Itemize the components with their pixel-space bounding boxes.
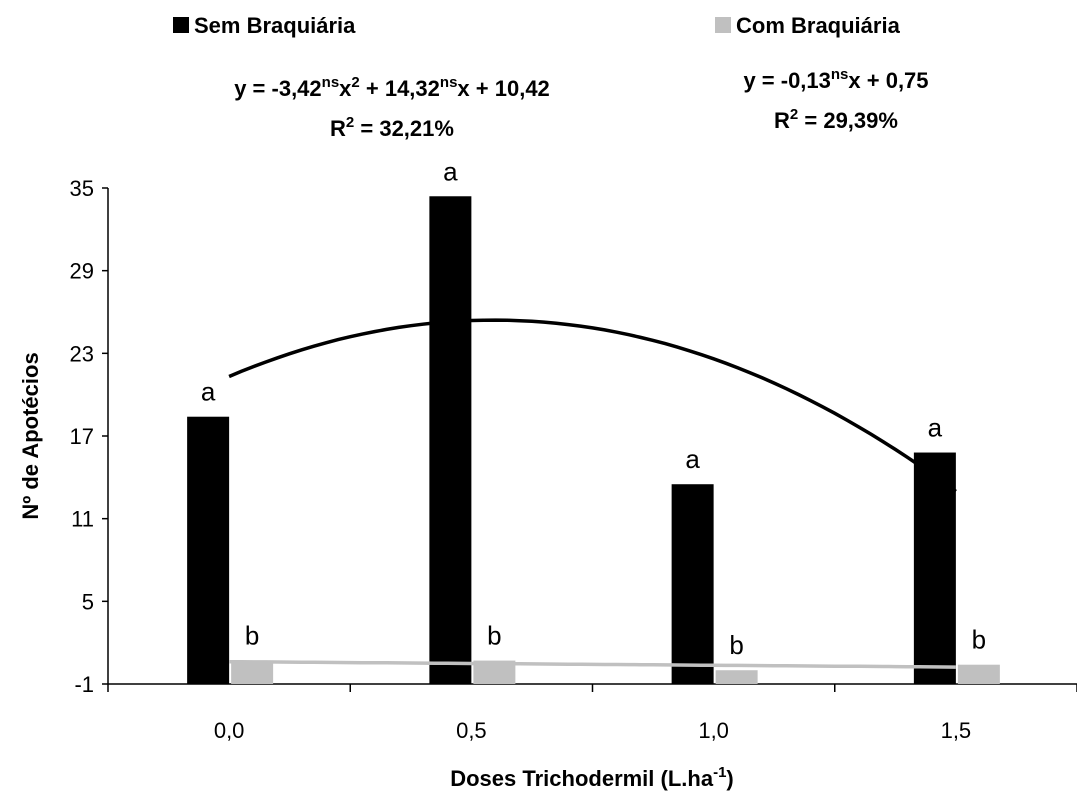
text-part: x + 10,42	[457, 76, 549, 101]
superscript: 2	[351, 74, 359, 91]
trendline-equation: y = -0,13ns​x + 0,75	[743, 66, 928, 93]
legend-swatch	[715, 17, 731, 33]
y-tick-label: 35	[70, 176, 94, 201]
legend-swatch	[173, 17, 189, 33]
text-part: = 29,39%	[798, 108, 898, 133]
bar	[231, 660, 274, 684]
bar-label: a	[685, 444, 700, 474]
y-tick-label: 11	[71, 507, 94, 532]
bar	[671, 484, 714, 684]
superscript: 2	[790, 106, 798, 123]
bar-label: a	[443, 156, 458, 186]
bar	[429, 196, 472, 684]
text-part: y = -0,13	[743, 68, 830, 93]
bar-label: a	[928, 413, 943, 443]
y-tick-label: 17	[70, 424, 94, 449]
superscript: ns	[831, 66, 849, 83]
trendline	[228, 318, 957, 493]
y-tick-label: 29	[70, 259, 94, 284]
x-tick-label: 1,0	[698, 718, 729, 743]
text-part: )	[726, 766, 733, 791]
y-tick-label: 23	[70, 341, 94, 366]
y-axis-title: Nº de Apotécios	[18, 352, 43, 519]
bar-label: b	[487, 621, 501, 651]
trendline-r2: R2​ = 29,39%	[774, 106, 898, 133]
superscript: 2	[346, 114, 354, 131]
bar	[187, 416, 230, 684]
legend-label: Com Braquiária	[736, 13, 901, 38]
x-tick-label: 1,5	[941, 718, 972, 743]
trendline	[229, 659, 956, 669]
bar-label: b	[729, 630, 743, 660]
text-part: y = -3,42	[234, 76, 321, 101]
bar	[715, 670, 758, 684]
x-axis-title: Doses Trichodermil (L.ha-1​)	[450, 764, 734, 791]
superscript: -1	[713, 764, 726, 781]
text-part: = 32,21%	[354, 116, 454, 141]
trendline-r2: R2​ = 32,21%	[330, 114, 454, 141]
y-tick-label: 5	[82, 589, 94, 614]
text-part: x + 0,75	[848, 68, 928, 93]
bar	[473, 660, 516, 684]
text-part: x	[339, 76, 352, 101]
superscript: ns	[440, 74, 458, 91]
bar	[913, 452, 956, 684]
y-tick-label: -1	[74, 672, 94, 697]
x-tick-label: 0,5	[456, 718, 487, 743]
x-tick-label: 0,0	[214, 718, 245, 743]
bar-label: b	[972, 625, 986, 655]
bar	[957, 664, 1000, 684]
bar-label: b	[245, 621, 259, 651]
trendline-equation: y = -3,42ns​x2​ + 14,32ns​x + 10,42	[234, 74, 550, 101]
text-part: R	[330, 116, 346, 141]
text-part: + 14,32	[360, 76, 440, 101]
superscript: ns	[322, 74, 340, 91]
bar-label: a	[201, 377, 216, 407]
text-part: R	[774, 108, 790, 133]
legend-label: Sem Braquiária	[194, 13, 356, 38]
text-part: Doses Trichodermil (L.ha	[450, 766, 714, 791]
